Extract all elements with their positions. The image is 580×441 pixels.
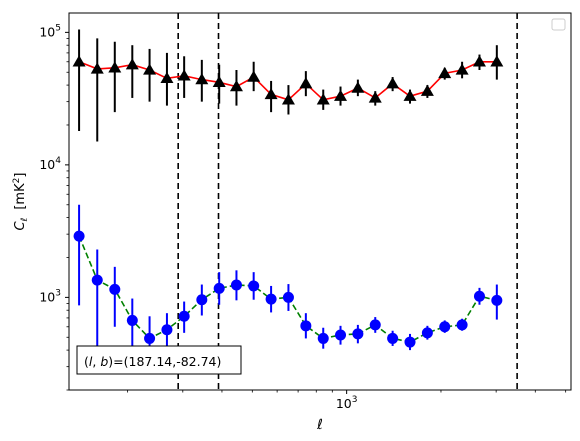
y-tick-label: 104 [39,156,61,172]
data-point [178,310,190,322]
data-point [72,55,86,67]
annotation-text: (l, b)=(187.14,-82.74) [84,354,221,369]
data-point [160,71,174,83]
data-point [300,320,312,332]
data-series [72,29,504,360]
data-point [455,63,469,75]
y-axis-label: Cℓ[mK2] [12,173,30,231]
data-point [125,58,139,70]
data-point [368,91,382,103]
data-point [177,69,191,81]
data-point [90,62,104,74]
y-tick-label: 105 [39,23,61,39]
data-point [195,73,209,85]
axes-frame [68,12,572,391]
data-point [369,319,381,331]
data-point [316,93,330,105]
data-point [281,93,295,105]
data-point [491,294,503,306]
data-point [247,70,261,82]
data-point [438,66,452,79]
data-point [126,314,138,326]
data-point [264,87,278,100]
data-point [299,77,313,89]
data-point [456,319,468,331]
data-point [352,328,364,340]
data-point [248,280,260,292]
series-triangle [72,29,504,142]
data-point [404,336,416,348]
data-point [403,89,417,101]
data-point [472,55,486,67]
data-point [109,283,121,295]
data-point [212,75,226,87]
data-point [229,80,243,92]
data-point [108,61,122,73]
data-point [196,294,208,306]
x-axis-label: ℓ [316,417,323,433]
data-point [282,291,294,303]
data-point [351,81,365,93]
x-tick-label: 103 [336,395,358,411]
data-point [386,77,400,89]
data-point [317,332,329,344]
data-point [420,84,434,96]
data-point [490,55,504,67]
data-point [334,89,348,101]
axis-ticks: 103 103 104 105 [39,23,567,411]
data-point [387,332,399,344]
data-point [335,329,347,341]
data-point [213,282,225,294]
data-point [91,274,103,286]
data-point [161,324,173,336]
data-point [143,63,157,75]
series-circle [73,204,503,360]
legend-box [551,18,566,31]
data-point [473,290,485,302]
data-point [144,332,156,344]
data-point [230,279,242,291]
data-point [73,230,85,242]
y-tick-label: 103 [39,288,61,304]
data-point [439,321,451,333]
annotation-box: (l, b)=(187.14,-82.74) [76,345,242,375]
data-point [265,293,277,305]
data-point [421,327,433,339]
